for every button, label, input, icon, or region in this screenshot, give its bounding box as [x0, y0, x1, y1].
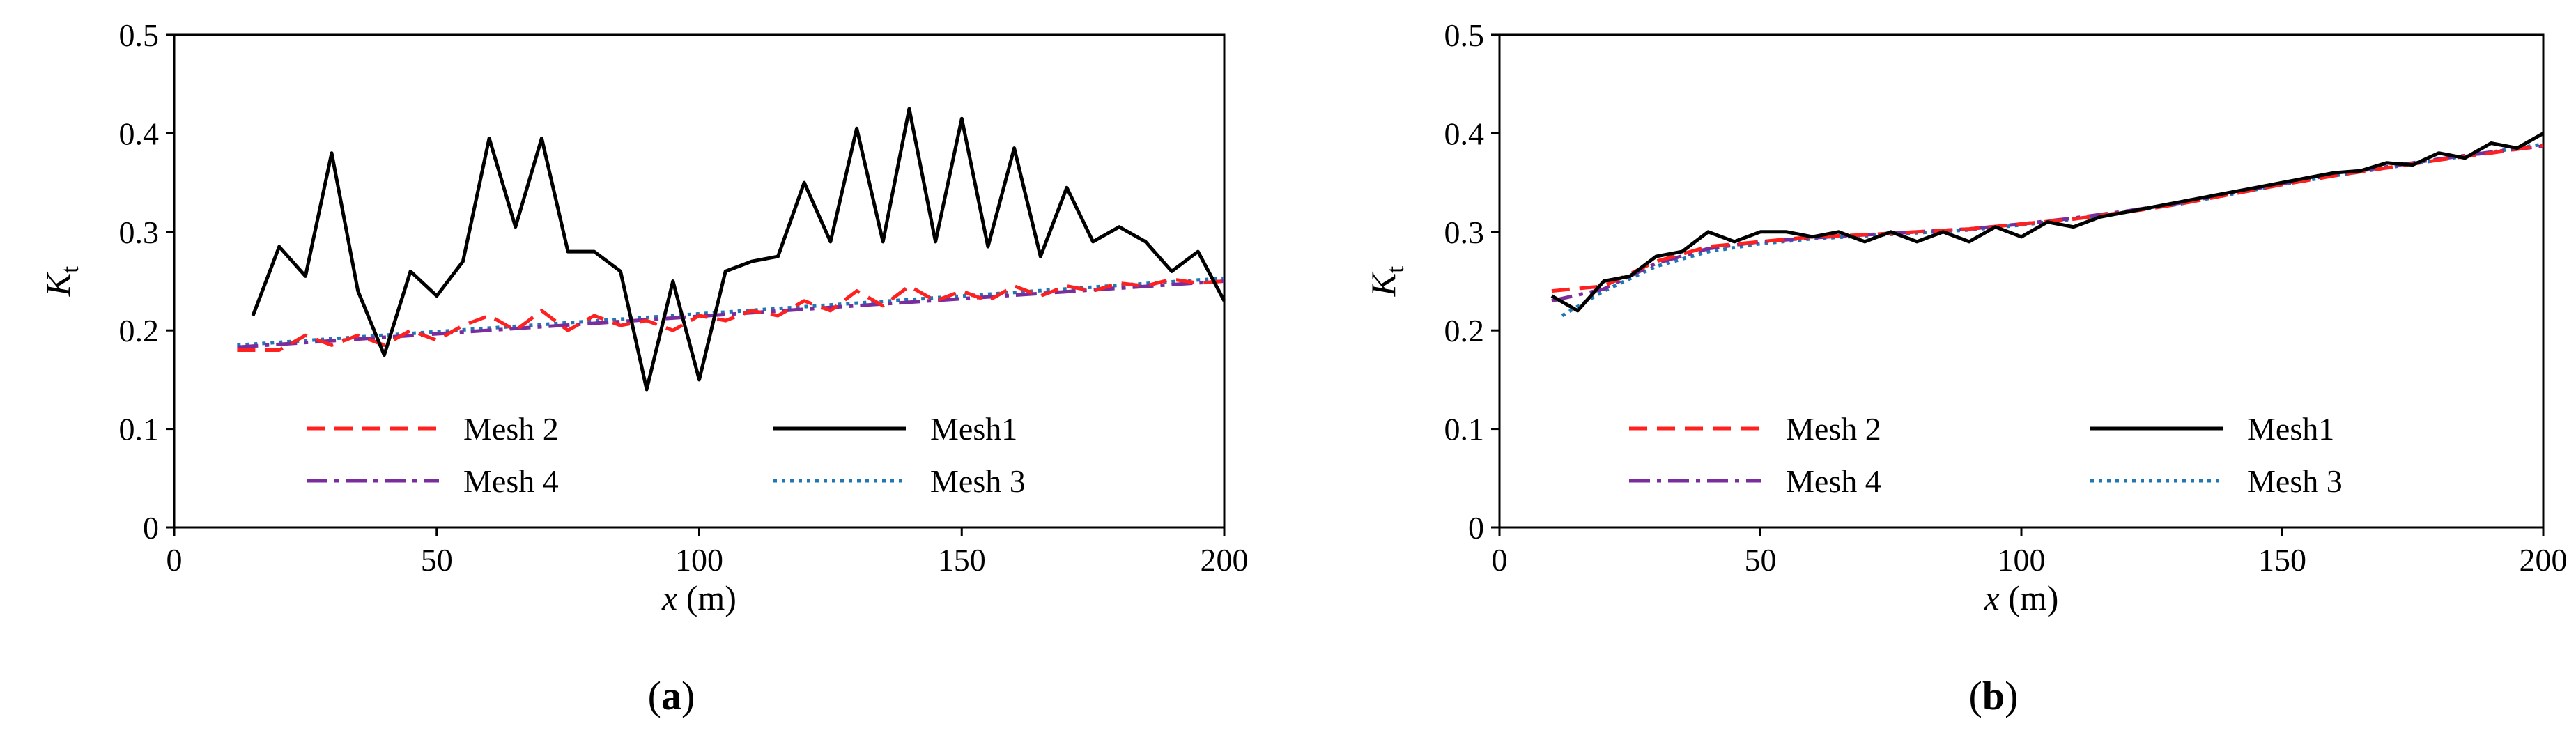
x-tick-label: 0: [167, 542, 183, 578]
x-axis-label-unit: (m): [677, 578, 736, 617]
y-tick-label: 0.1: [119, 412, 160, 447]
panel-label: (b): [1969, 673, 2019, 718]
x-tick-label: 200: [2520, 542, 2568, 578]
y-tick-label: 0.5: [1444, 17, 1485, 53]
series-line-mesh3: [1561, 142, 2544, 318]
y-axis-label: Kt: [1364, 266, 1409, 297]
y-tick-label: 0.2: [119, 313, 160, 348]
legend-label: Mesh 2: [1786, 411, 1881, 447]
panel-label-close: ): [2005, 673, 2018, 718]
x-tick-label: 150: [938, 542, 986, 578]
panel-label-letter: b: [1982, 673, 2005, 718]
y-tick-label: 0.4: [1444, 116, 1485, 151]
y-tick-label: 0: [143, 510, 159, 546]
series-line-mesh4: [237, 279, 1225, 349]
y-tick-label: 0.3: [119, 215, 160, 250]
x-tick-label: 150: [2258, 542, 2306, 578]
series-line-mesh1: [251, 107, 1226, 392]
legend-label: Mesh 3: [2247, 463, 2343, 499]
y-tick-label: 0.1: [1444, 412, 1485, 447]
panel-label-open: (: [648, 673, 661, 718]
y-axis-label-main: K: [1364, 271, 1403, 297]
x-tick-label: 200: [1201, 542, 1249, 578]
x-axis-label-var: x: [1984, 578, 2000, 617]
x-axis-label-unit: (m): [2000, 578, 2059, 617]
series-line-mesh1: [1550, 132, 2545, 313]
panel-label: (a): [648, 673, 695, 718]
series-line-mesh3: [237, 276, 1225, 347]
y-tick-label: 0.3: [1444, 215, 1485, 250]
series-line-mesh2: [1551, 143, 2544, 293]
legend-label: Mesh 4: [463, 463, 559, 499]
y-axis-label-main: K: [38, 271, 77, 297]
x-tick-label: 100: [675, 542, 723, 578]
y-tick-label: 0.2: [1444, 313, 1485, 348]
chart-panel-a: 0 0.1 0.2 0.3 0.4 0.5 0 50 100 150 200 x (m) Kt Mesh …: [38, 17, 1249, 718]
y-tick-label: 0: [1468, 510, 1484, 546]
x-axis-label-var: x: [661, 578, 677, 617]
x-tick-label: 100: [1998, 542, 2046, 578]
legend-label: Mesh1: [2247, 411, 2334, 447]
y-tick-label: 0.4: [119, 116, 160, 151]
legend-label: Mesh1: [930, 411, 1017, 447]
x-tick-label: 50: [1745, 542, 1777, 578]
y-axis-label-sub: t: [1381, 266, 1409, 273]
panel-label-close: ): [681, 673, 695, 718]
plot-area-frame: [173, 33, 1226, 529]
y-axis-label: Kt: [38, 266, 84, 297]
plot-area-frame: [1498, 33, 2545, 529]
y-axis-label-sub: t: [56, 266, 84, 273]
legend-label: Mesh 2: [463, 411, 559, 447]
chart-panel-b: 0 0.1 0.2 0.3 0.4 0.5 0 50 100 150 200 x (m) Kt Mesh …: [1364, 17, 2568, 718]
x-axis-label: x (m): [661, 578, 736, 617]
panel-label-letter: a: [661, 673, 681, 718]
legend-label: Mesh 4: [1786, 463, 1881, 499]
x-axis-label: x (m): [1984, 578, 2059, 617]
y-tick-label: 0.5: [119, 17, 160, 53]
panel-label-open: (: [1969, 673, 1982, 718]
x-tick-label: 50: [421, 542, 453, 578]
series-line-mesh2: [237, 277, 1225, 352]
legend-label: Mesh 3: [930, 463, 1026, 499]
x-tick-label: 0: [1492, 542, 1508, 578]
